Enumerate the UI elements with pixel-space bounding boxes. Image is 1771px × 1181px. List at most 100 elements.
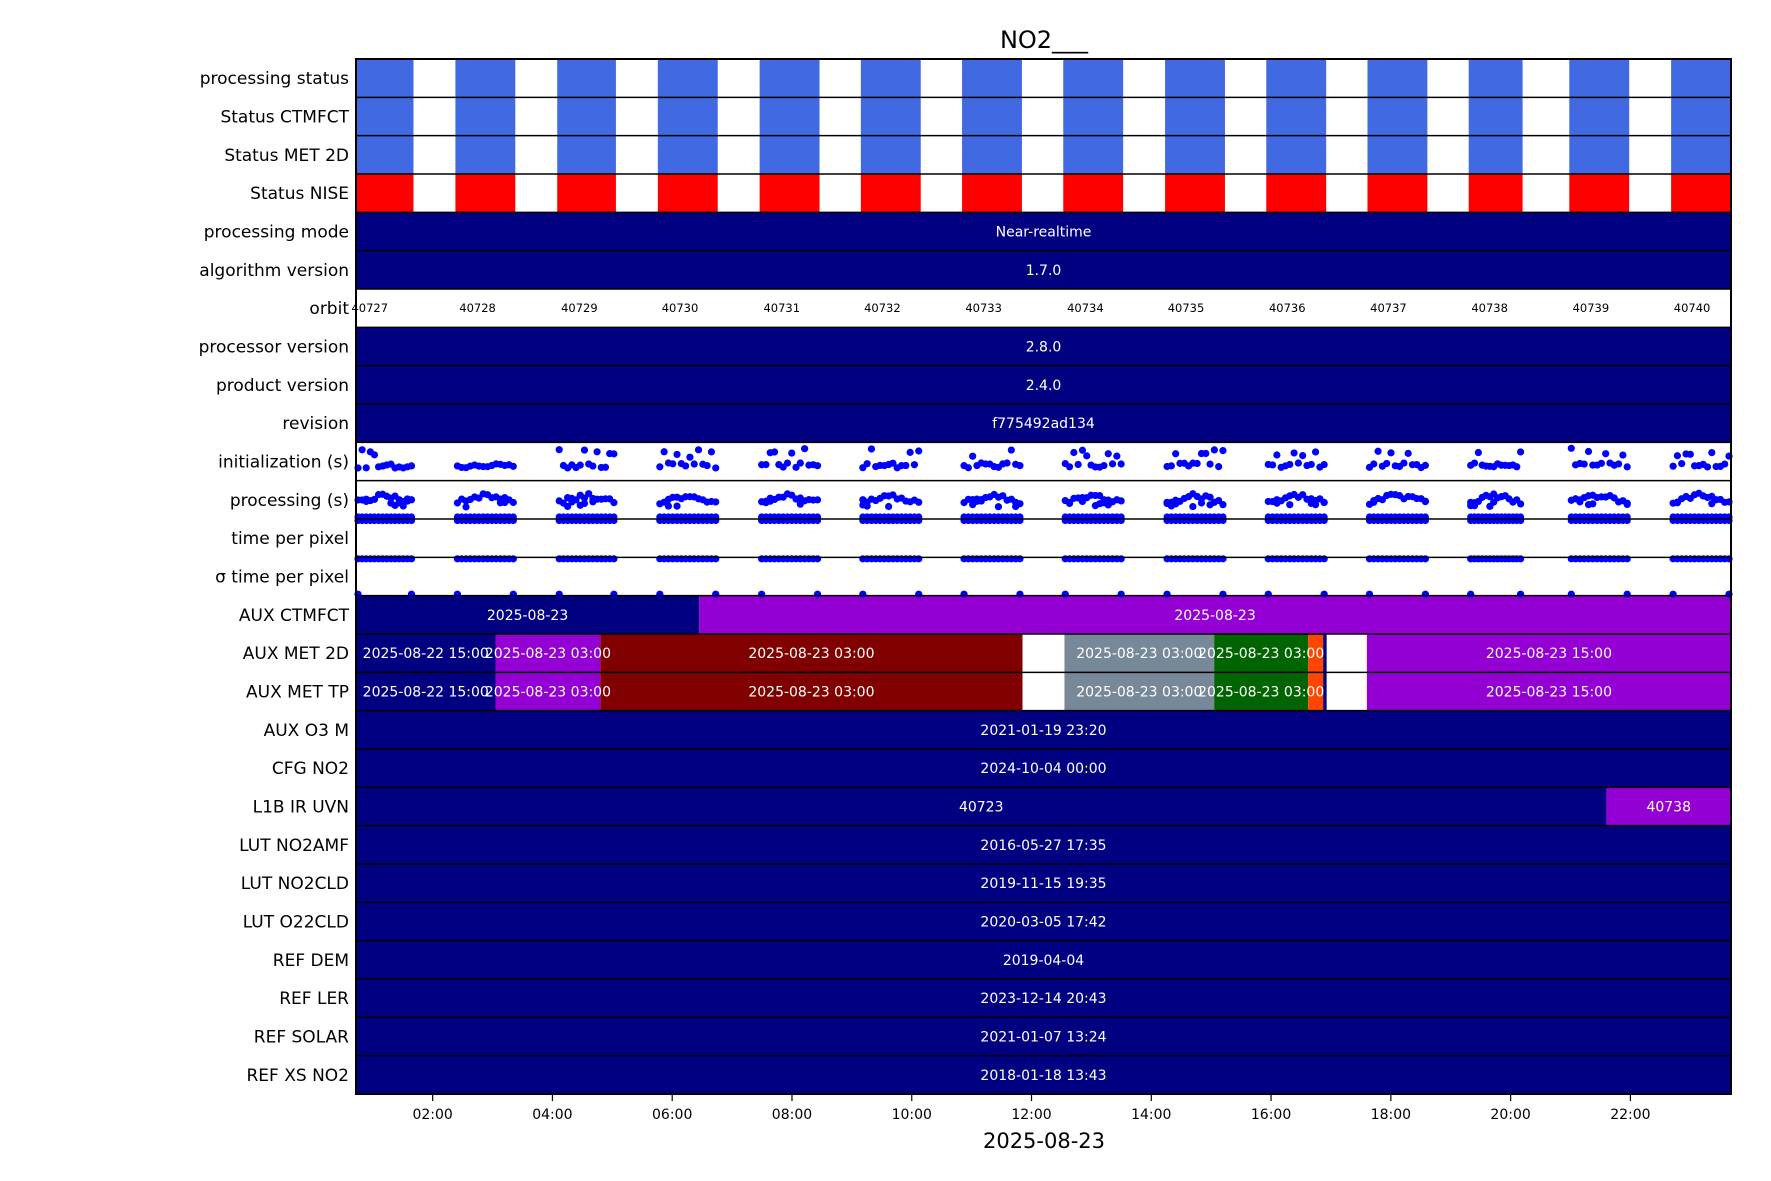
initialization-s-point: [1268, 461, 1277, 469]
ref-dem-bar-0: [356, 940, 1731, 979]
x-axis-label: 2025-08-23: [983, 1129, 1105, 1153]
processing-status-bar-40737: [1367, 59, 1428, 98]
orbit-label-40730: 40730: [662, 301, 699, 315]
time-per-pixel-point: [1567, 590, 1575, 598]
initialization-s-point: [1619, 451, 1627, 459]
processing-s-point: [509, 498, 517, 507]
lut-o22cld-bar-label-0: 2020-03-05 17:42: [980, 915, 1106, 931]
processing-s-point: [1589, 500, 1597, 508]
initialization-s-point: [1421, 461, 1429, 469]
row-label-time-per-pixel: time per pixel: [231, 529, 349, 549]
processing-s-point: [572, 496, 580, 504]
time-per-pixel-point: [1016, 516, 1024, 525]
time-per-pixel-point: [712, 555, 720, 563]
initialization-s-point: [690, 460, 698, 468]
processing-s-point: [915, 498, 923, 506]
time-per-pixel-point: [1623, 555, 1631, 563]
time-per-pixel-point: [1320, 516, 1328, 525]
ref-ler-bar-label-0: 2023-12-14 20:43: [980, 991, 1106, 1007]
processing-s-point: [1311, 501, 1320, 509]
initialization-s-point: [1172, 450, 1180, 458]
processor-version-bar-0: [356, 327, 1731, 366]
orbit-label-40736: 40736: [1269, 301, 1306, 315]
status-met-2d-bar-40727: [356, 135, 414, 174]
initialization-s-point: [1113, 452, 1121, 460]
initialization-s-point: [1108, 460, 1117, 468]
orbit-label-40738: 40738: [1471, 301, 1508, 315]
initialization-s-point: [580, 446, 589, 454]
initialization-s-point: [1273, 451, 1281, 459]
row-label-aux-o3-m: AUX O3 M: [264, 721, 349, 741]
time-per-pixel-point: [1219, 555, 1227, 563]
aux-met-2d-bar-label-4: 2025-08-23 03:00: [1076, 646, 1202, 662]
time-per-pixel-point: [1623, 590, 1631, 598]
status-ctmfct-bar-40733: [962, 97, 1022, 136]
lut-o22cld-bar-0: [356, 902, 1731, 941]
orbit-label-40733: 40733: [965, 301, 1002, 315]
aux-met-2d-bar-label-9: 2025-08-23 15:00: [1486, 646, 1612, 662]
initialization-s-point: [1290, 449, 1298, 457]
status-ctmfct-bar-40732: [860, 97, 921, 136]
aux-met-2d-bar-label-2: 2025-08-23 03:00: [748, 646, 874, 662]
product-version-bar-label-0: 2.4.0: [1026, 378, 1062, 394]
x-tick-label-1800: 18:00: [1371, 1107, 1411, 1123]
algorithm-version-bar-0: [356, 250, 1731, 289]
initialization-s-point: [1219, 447, 1227, 455]
status-met-2d-bar-40731: [759, 135, 820, 174]
x-tick-label-0800: 08:00: [772, 1107, 812, 1123]
time-per-pixel-point: [407, 516, 416, 525]
revision-bar-label-0: f775492ad134: [992, 416, 1095, 432]
row-label-lut-no2cld: LUT NO2CLD: [241, 874, 349, 894]
aux-met-tp-bar-3: [1022, 672, 1065, 711]
status-nise-bar-40736: [1266, 174, 1327, 213]
initialization-s-point: [370, 451, 379, 459]
initialization-s-point: [593, 448, 601, 456]
processing-status-bar-40730: [657, 59, 718, 98]
x-tick-label-1200: 12:00: [1011, 1107, 1051, 1123]
orbit-label-40729: 40729: [561, 301, 598, 315]
initialization-s-point: [686, 453, 694, 461]
initialization-s-point: [1383, 459, 1391, 468]
x-tick-label-1000: 10:00: [892, 1107, 932, 1123]
time-per-pixel-point: [712, 516, 720, 525]
processing-s-point: [885, 502, 893, 511]
processing-s-point: [1286, 501, 1294, 509]
initialization-s-point: [1516, 448, 1525, 456]
initialization-s-point: [407, 462, 416, 470]
initialization-s-point: [712, 464, 720, 472]
processing-s-point: [585, 490, 593, 498]
time-per-pixel-point: [1320, 555, 1328, 563]
initialization-s-point: [1370, 460, 1378, 468]
time-per-pixel-point: [915, 516, 923, 525]
initialization-s-point: [601, 463, 610, 471]
l1b-ir-uvn-bar-label-0: 40723: [959, 800, 1004, 816]
initialization-s-point: [362, 464, 370, 472]
initialization-s-point: [1470, 459, 1479, 467]
processing-s-point: [610, 499, 618, 507]
row-label-l1b-ir-uvn: L1B IR UVN: [253, 798, 349, 818]
initialization-s-point: [1016, 462, 1024, 470]
time-per-pixel-point: [1516, 516, 1525, 525]
ref-solar-bar-0: [356, 1017, 1731, 1056]
initialization-s-point: [509, 462, 517, 470]
cfg-no2-bar-label-0: 2024-10-04 00:00: [980, 761, 1106, 777]
aux-met-tp-bar-label-5: 2025-08-23 03:00: [1198, 685, 1324, 701]
x-tick-label-2200: 22:00: [1610, 1107, 1650, 1123]
initialization-s-point: [656, 463, 664, 471]
processing-s-point: [712, 498, 720, 506]
status-nise-bar-40733: [962, 174, 1022, 213]
cfg-no2-bar-0: [356, 749, 1731, 788]
status-ctmfct-bar-40740: [1671, 97, 1731, 136]
aux-met-2d-bar-label-0: 2025-08-22 15:00: [363, 646, 489, 662]
processing-status-bar-40738: [1468, 59, 1523, 98]
orbit-label-40728: 40728: [459, 301, 496, 315]
algorithm-version-bar-label-0: 1.7.0: [1026, 263, 1062, 279]
initialization-s-point: [1678, 459, 1686, 468]
aux-ctmfct-bar-0: [356, 595, 700, 634]
row-labels: processing status Status CTMFCT Status MET…: [199, 69, 350, 1086]
row-label-revision: revision: [282, 414, 349, 434]
time-per-pixel-point: [407, 555, 416, 563]
initialization-s-point: [788, 449, 796, 457]
x-tick-label-1600: 16:00: [1251, 1107, 1291, 1123]
row-label-status-nise: Status NISE: [250, 184, 349, 204]
